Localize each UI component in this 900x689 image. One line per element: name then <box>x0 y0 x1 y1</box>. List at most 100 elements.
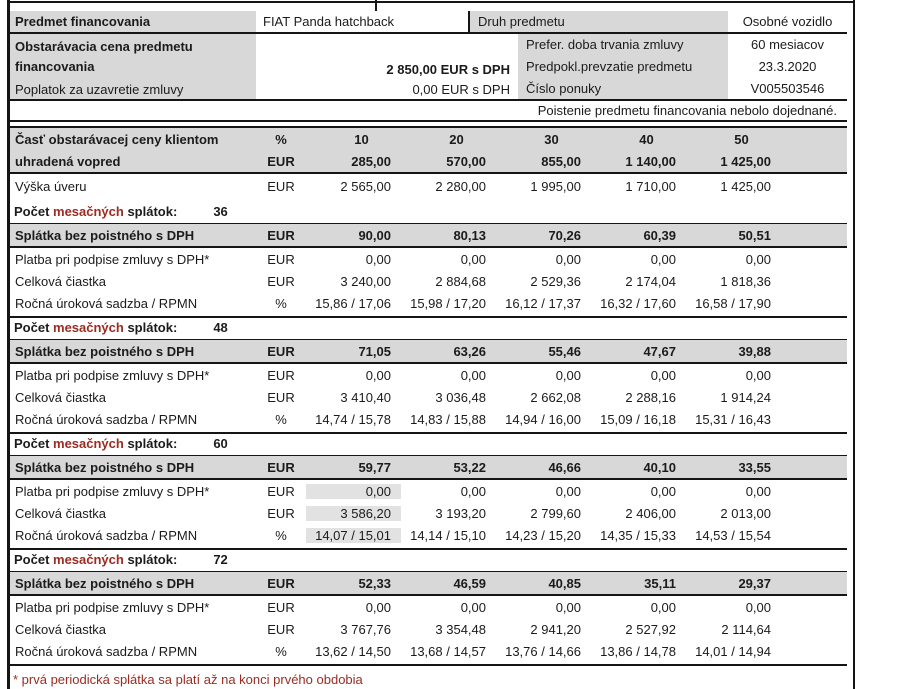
fee-label: Poplatok za uzavretie zmluvy <box>10 79 256 99</box>
value-cell: 0,00 <box>650 251 676 267</box>
value-cell: 16,32 / 17,60 <box>600 295 676 311</box>
value-cell: 14,07 / 15,01 <box>306 527 401 543</box>
unit-cell: EUR <box>267 621 295 637</box>
value-cell: 2 114,64 <box>721 621 771 637</box>
installment-header-row: Splátka bez poistného s DPH EUR 71,05 63,26… <box>10 340 847 364</box>
value-cell: 53,22 <box>453 459 486 475</box>
value-cell: 0,00 <box>555 251 581 267</box>
value-cell: 2 013,00 <box>720 505 771 521</box>
count-prefix: Počet <box>14 552 54 567</box>
unit-cell: EUR <box>267 227 295 243</box>
installment-count: 36 <box>213 204 228 219</box>
value-cell: 3 354,48 <box>435 621 486 637</box>
top-divider-tick <box>375 0 377 11</box>
value-cell: 3 586,20 <box>306 505 401 521</box>
value-cell: 50,51 <box>738 227 771 243</box>
value-cell: 15,31 / 16,43 <box>695 411 771 427</box>
count-suffix: splátok: <box>123 436 178 451</box>
value-cell: 2 288,16 <box>625 389 676 405</box>
value-cell: 29,37 <box>738 575 771 591</box>
value-cell: 2 529,36 <box>530 273 581 289</box>
value-cell: 14,23 / 15,20 <box>505 527 581 543</box>
value-cell: 1 995,00 <box>530 178 581 194</box>
value-cell: 14,74 / 15,78 <box>315 411 391 427</box>
count-suffix: splátok: <box>123 552 178 567</box>
unit-cell: EUR <box>267 343 295 359</box>
value-cell: 13,68 / 14,57 <box>410 643 486 659</box>
unit-cell: EUR <box>267 505 295 521</box>
installment-table-72: Splátka bez poistného s DPH EUR 52,33 46,59… <box>10 571 847 666</box>
advance-amount-header-row: uhradená vopred EUR 285,00 570,00 855,00 1 … <box>10 150 847 174</box>
fee-row: Poplatok za uzavretie zmluvy 0,00 EUR s … <box>10 79 518 99</box>
value-cell: 63,26 <box>453 343 486 359</box>
row-label: Celková čiastka <box>15 273 107 289</box>
value-cell: 1 914,24 <box>720 389 771 405</box>
value-cell: 35,11 <box>644 575 676 591</box>
price-row: Obstarávacia cena predmetu financovania … <box>10 34 518 79</box>
value-cell: 0,00 <box>555 367 581 383</box>
loan-amount-label: Výška úveru <box>15 178 87 194</box>
installment-data-row: Platba pri podpise zmluvy s DPH* EUR 0,00 0… <box>10 480 847 502</box>
eur-unit-label: EUR <box>267 153 295 169</box>
installment-count: 48 <box>213 320 228 335</box>
loan-amount-row: Výška úveru EUR 2 565,00 2 280,00 1 995,00… <box>10 174 847 198</box>
count-prefix: Počet <box>14 204 54 219</box>
price-fee-section: Obstarávacia cena predmetu financovania … <box>10 34 518 99</box>
row-label: Celková čiastka <box>15 621 107 637</box>
value-cell: 13,86 / 14,78 <box>600 643 676 659</box>
value-cell: 52,33 <box>358 575 391 591</box>
value-cell: 2 565,00 <box>340 178 391 194</box>
value-cell: 0,00 <box>650 367 676 383</box>
value-cell: 33,55 <box>738 459 771 475</box>
row-label: Celková čiastka <box>15 389 107 405</box>
duration-row: Prefer. doba trvania zmluvy 60 mesiacov <box>518 34 847 56</box>
value-cell: 2 280,00 <box>435 178 486 194</box>
value-cell: 2 406,00 <box>625 505 676 521</box>
row-label: Platba pri podpise zmluvy s DPH* <box>15 367 210 383</box>
installment-data-row: Celková čiastka EUR 3 586,20 3 193,20 2 799,… <box>10 502 847 524</box>
value-cell: 0,00 <box>460 367 486 383</box>
row-label: Splátka bez poistného s DPH <box>15 227 195 243</box>
value-cell: 0,00 <box>365 367 391 383</box>
value-cell: 50 <box>734 131 749 147</box>
value-cell: 1 425,00 <box>720 178 771 194</box>
installment-count: 60 <box>213 436 228 451</box>
row-label: Celková čiastka <box>15 505 107 521</box>
subject-row: Predmet financovania FIAT Panda hatchbac… <box>10 11 847 34</box>
value-cell: 40,10 <box>643 459 676 475</box>
installment-header-row: Splátka bez poistného s DPH EUR 90,00 80,13… <box>10 224 847 248</box>
value-cell: 10 <box>354 131 369 147</box>
advance-title-line2: uhradená vopred <box>15 153 121 169</box>
value-cell: 3 410,40 <box>340 389 391 405</box>
row-label: Ročná úroková sadzba / RPMN <box>15 411 198 427</box>
value-cell: 71,05 <box>358 343 391 359</box>
count-suffix: splátok: <box>123 204 178 219</box>
value-cell: 14,83 / 15,88 <box>410 411 486 427</box>
loan-amount-cells: 2 565,00 2 280,00 1 995,00 1 710,00 1 425,00 <box>306 179 847 194</box>
insurance-note: Poistenie predmetu financovania nebolo d… <box>10 101 847 122</box>
value-cell: 2 941,20 <box>530 621 581 637</box>
handover-value: 23.3.2020 <box>758 59 817 74</box>
installment-block-36: Počet mesačných splátok: 36 Splátka bez po… <box>10 204 847 318</box>
value-cell: 20 <box>449 131 464 147</box>
installment-block-60: Počet mesačných splátok: 60 Splátka bez po… <box>10 436 847 550</box>
value-cell: 570,00 <box>446 153 486 169</box>
value-cell: 0,00 <box>745 599 771 615</box>
row-label: Splátka bez poistného s DPH <box>15 459 195 475</box>
count-red-word: mesačných <box>53 204 124 219</box>
advance-percent-cells: 10 20 30 40 50 <box>306 132 847 147</box>
row-label: Platba pri podpise zmluvy s DPH* <box>15 251 210 267</box>
value-cell: 2 527,92 <box>625 621 676 637</box>
unit-cell: EUR <box>267 459 295 475</box>
unit-cell: % <box>275 295 287 311</box>
value-cell: 3 036,48 <box>435 389 486 405</box>
unit-cell: EUR <box>267 389 295 405</box>
value-cell: 14,94 / 16,00 <box>505 411 581 427</box>
value-cell: 46,66 <box>548 459 581 475</box>
installment-header-row: Splátka bez poistného s DPH EUR 52,33 46,59… <box>10 572 847 596</box>
value-cell: 13,76 / 14,66 <box>505 643 581 659</box>
count-suffix: splátok: <box>123 320 178 335</box>
value-cell: 14,35 / 15,33 <box>600 527 676 543</box>
value-cell: 60,39 <box>643 227 676 243</box>
